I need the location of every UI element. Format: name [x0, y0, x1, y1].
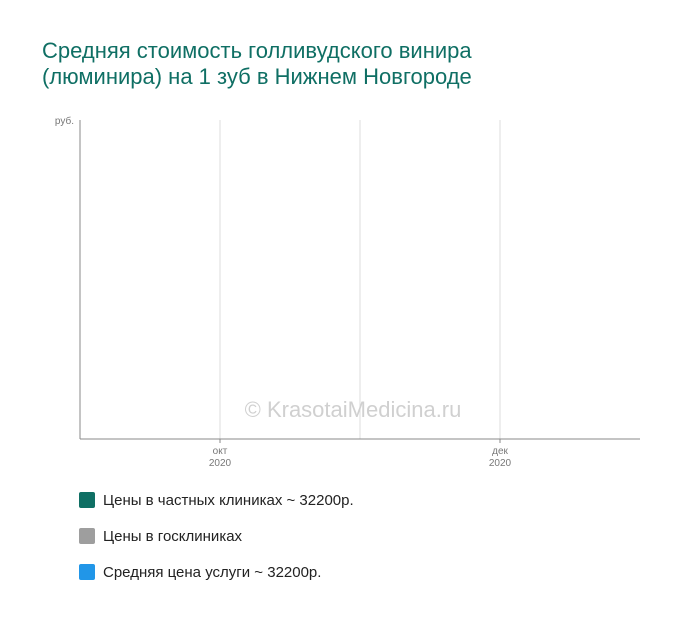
chart-title: Средняя стоимость голливудского винира (… — [42, 38, 662, 90]
legend-label-average: Средняя цена услуги ~ 32200р. — [103, 563, 322, 581]
legend-swatch-private — [79, 492, 95, 508]
chart-title-line-1: Средняя стоимость голливудского винира — [42, 38, 472, 63]
legend-item-private[interactable]: Цены в частных клиниках ~ 32200р. — [79, 490, 354, 510]
chart-title-line-2: (люминира) на 1 зуб в Нижнем Новгороде — [42, 64, 472, 89]
legend-swatch-public — [79, 528, 95, 544]
legend-label-public: Цены в госклиниках — [103, 527, 243, 545]
legend-label-private: Цены в частных клиниках ~ 32200р. — [103, 491, 354, 509]
y-axis-label: руб. — [55, 115, 74, 127]
watermark: © KrasotaiMedicina.ru — [245, 397, 462, 422]
chart-legend: Цены в частных клиниках ~ 32200р. Цены в… — [79, 490, 354, 598]
x-tick-label-month: окт — [213, 446, 228, 457]
legend-item-average[interactable]: Средняя цена услуги ~ 32200р. — [79, 562, 354, 582]
legend-item-public[interactable]: Цены в госклиниках — [79, 526, 354, 546]
x-tick-label-month: дек — [492, 446, 508, 457]
x-tick-label-year: 2020 — [489, 458, 512, 469]
legend-swatch-average — [79, 564, 95, 580]
x-tick-label-year: 2020 — [209, 458, 232, 469]
